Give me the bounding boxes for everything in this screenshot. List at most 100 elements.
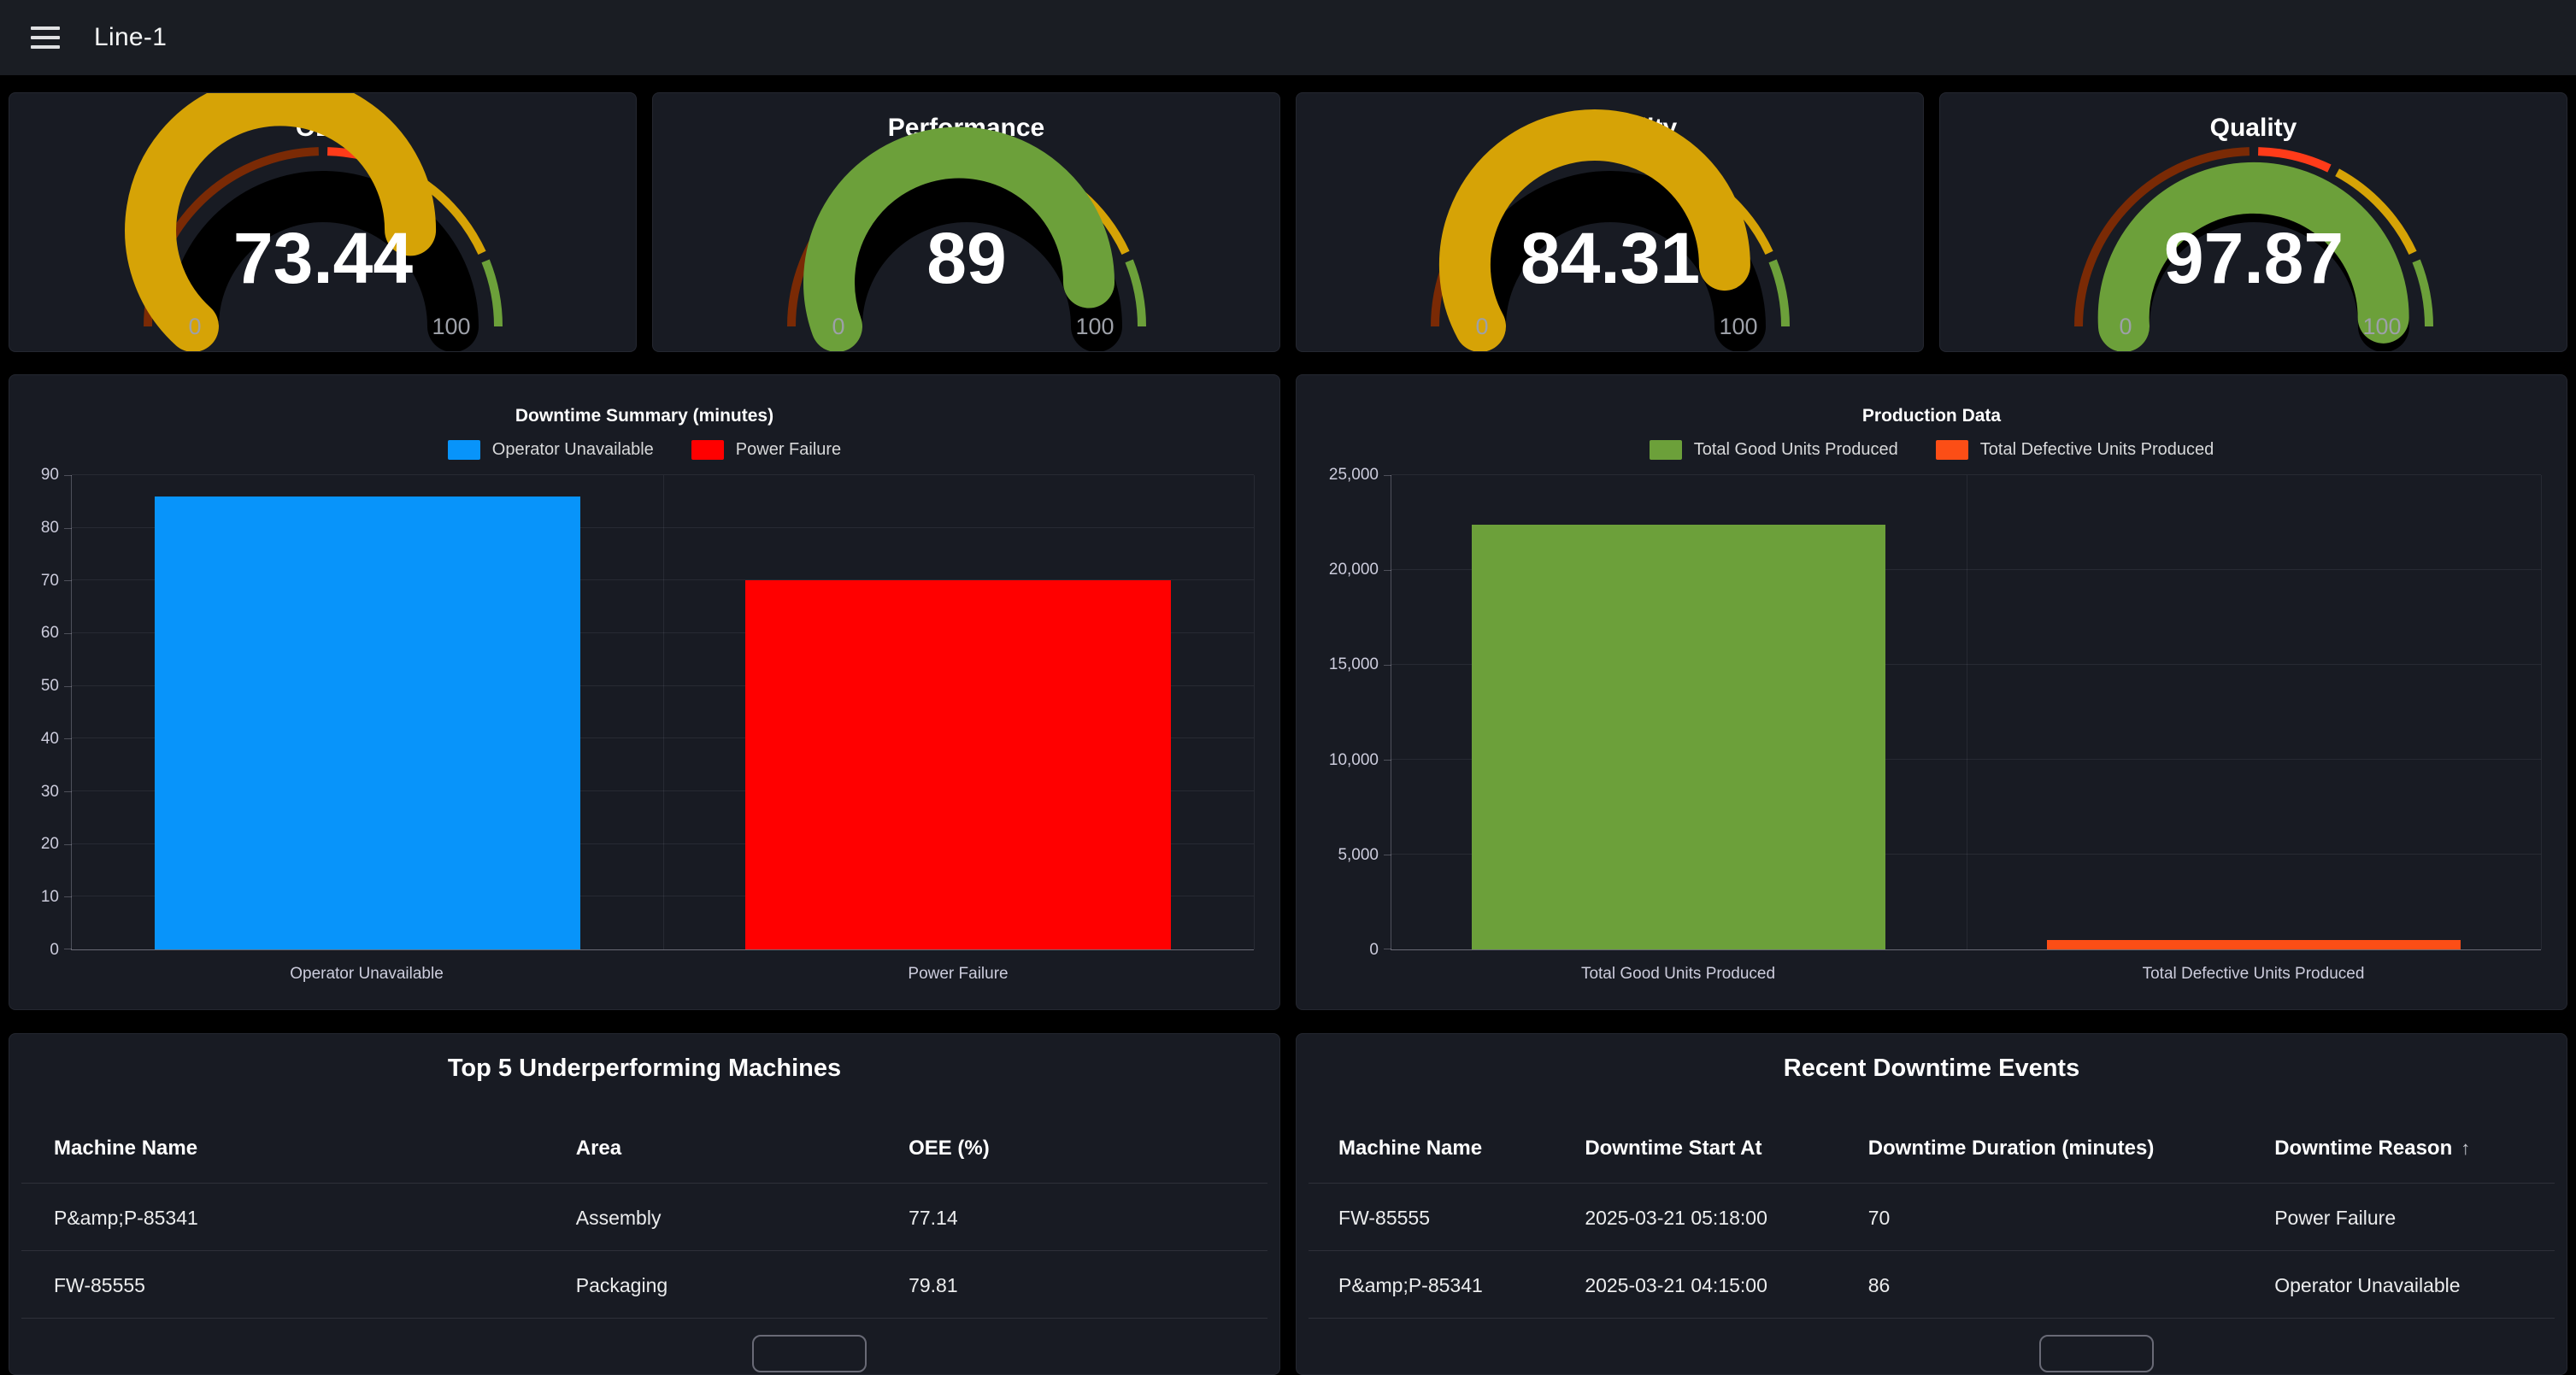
table-cell: FW-85555 xyxy=(1338,1207,1430,1229)
y-tick-label: 60 xyxy=(40,624,59,643)
legend-item-defective-units[interactable]: Total Defective Units Produced xyxy=(1935,440,2214,460)
y-tick-label: 90 xyxy=(40,466,59,484)
column-header-downtime-start-at[interactable]: Downtime Start At xyxy=(1585,1137,1762,1160)
table-cell: Assembly xyxy=(575,1207,662,1229)
gauge-value-text: 89 xyxy=(926,218,1006,298)
legend-label: Total Defective Units Produced xyxy=(1979,440,2214,459)
gauge-threshold-segment xyxy=(480,259,503,327)
y-gridline xyxy=(1391,664,2541,665)
y-tick xyxy=(1384,475,1391,476)
x-category-label: Power Failure xyxy=(908,965,1009,983)
y-tick xyxy=(64,738,72,740)
column-header-machine-name[interactable]: Machine Name xyxy=(1338,1137,1483,1160)
y-tick-label: 15,000 xyxy=(1328,655,1379,674)
column-header-oee-[interactable]: OEE (%) xyxy=(909,1137,990,1160)
y-tick xyxy=(64,580,72,582)
table-row: Top 5 Underperforming Machines Machine N… xyxy=(9,1033,2567,1375)
column-header-downtime-duration-minutes-[interactable]: Downtime Duration (minutes) xyxy=(1867,1137,2155,1160)
gauge-value-arc xyxy=(1438,109,1750,351)
bar-operator-unavailable[interactable] xyxy=(154,496,580,949)
pagination-button[interactable] xyxy=(752,1335,867,1372)
table-cell: P&amp;P-85341 xyxy=(1338,1274,1483,1296)
pagination-button[interactable] xyxy=(2039,1335,2155,1372)
legend-swatch-blue xyxy=(447,440,480,460)
dashboard-title: Line-1 xyxy=(94,23,168,51)
table-cell: 2025-03-21 05:18:00 xyxy=(1585,1207,1767,1229)
x-gridline xyxy=(662,475,664,949)
gauge-min-label: 0 xyxy=(832,314,844,339)
y-tick-label: 20,000 xyxy=(1328,561,1379,579)
gauge-threshold-segment xyxy=(2334,168,2417,255)
x-gridline xyxy=(1254,475,1255,949)
plot-area xyxy=(1384,474,2542,950)
gauge-arc: 73.44 0 100 xyxy=(124,93,503,351)
y-tick-label: 10 xyxy=(40,888,59,907)
y-tick xyxy=(64,633,72,635)
x-axis-labels: Operator Unavailable Power Failure xyxy=(71,965,1254,985)
legend-label: Operator Unavailable xyxy=(491,440,654,459)
bar-total-defective-units-produced[interactable] xyxy=(2046,939,2461,949)
y-axis-labels: 0 5,000 10,000 15,000 20,000 25,000 xyxy=(1297,466,1391,959)
legend-swatch-green xyxy=(1649,440,1682,460)
gauge-threshold-segment xyxy=(2411,259,2433,327)
y-tick xyxy=(1384,570,1391,571)
gauge-max-label: 100 xyxy=(1719,314,1757,339)
row-divider xyxy=(21,1318,1267,1319)
table-title: Recent Downtime Events xyxy=(1783,1055,2080,1082)
gauge-title: Quality xyxy=(2209,114,2297,142)
menu-icon[interactable] xyxy=(31,26,60,49)
gauge-value-text: 97.87 xyxy=(2163,218,2343,298)
table-cell: 79.81 xyxy=(909,1274,958,1296)
gauge-threshold-segment xyxy=(2257,147,2332,173)
gauge-threshold-segment xyxy=(1124,259,1146,327)
row-divider xyxy=(1309,1250,2555,1251)
legend-item-power-failure[interactable]: Power Failure xyxy=(691,440,841,460)
recent-downtime-events-table-panel: Recent Downtime Events Machine Name Downt… xyxy=(1296,1033,2567,1375)
gauge-arc: 84.31 0 100 xyxy=(1430,109,1790,351)
top-navbar: Line-1 xyxy=(0,0,2576,75)
y-tick-label: 0 xyxy=(1369,941,1379,959)
y-tick-label: 40 xyxy=(40,729,59,748)
y-gridline xyxy=(72,526,1254,528)
gauge-value-arc xyxy=(803,126,1115,351)
y-tick xyxy=(64,527,72,529)
y-tick-label: 5,000 xyxy=(1338,845,1379,864)
legend-label: Power Failure xyxy=(735,440,842,459)
legend-item-good-units[interactable]: Total Good Units Produced xyxy=(1649,440,1898,460)
production-data-chart-panel: Production Data Total Good Units Produce… xyxy=(1296,374,2567,1010)
table-cell: 77.14 xyxy=(909,1207,958,1229)
y-tick-label: 50 xyxy=(40,677,59,696)
sort-ascending-icon: ↑ xyxy=(2461,1137,2471,1159)
column-header-area[interactable]: Area xyxy=(575,1137,622,1160)
column-header-downtime-reason[interactable]: Downtime Reason ↑ xyxy=(2274,1137,2471,1160)
legend-label: Total Good Units Produced xyxy=(1693,440,1898,459)
chart-legend: Operator Unavailable Power Failure xyxy=(9,440,1279,460)
gauge-threshold-segment xyxy=(2073,147,2250,327)
gauge-panel-availability: Availability 84.31 0 100 xyxy=(1296,92,1924,352)
y-tick xyxy=(1384,665,1391,666)
y-tick-label: 0 xyxy=(50,941,59,959)
table-cell: 86 xyxy=(1867,1274,1891,1296)
bar-power-failure[interactable] xyxy=(745,580,1172,949)
row-divider xyxy=(1309,1183,2555,1184)
y-gridline xyxy=(1391,854,2541,855)
legend-swatch-red xyxy=(691,440,724,460)
bar-total-good-units-produced[interactable] xyxy=(1472,524,1886,949)
chart-legend: Total Good Units Produced Total Defectiv… xyxy=(1297,440,2567,460)
plot-area xyxy=(64,474,1255,950)
y-tick-label: 25,000 xyxy=(1328,466,1379,484)
table-cell: Operator Unavailable xyxy=(2274,1274,2461,1296)
y-tick xyxy=(64,896,72,898)
table-cell: FW-85555 xyxy=(54,1274,145,1296)
row-divider xyxy=(21,1250,1267,1251)
gauge-panel-quality: Quality 97.87 0 100 xyxy=(1939,92,2567,352)
gauge-track xyxy=(167,171,479,351)
downtime-summary-chart-panel: Downtime Summary (minutes) Operator Unav… xyxy=(9,374,1280,1010)
x-category-label: Total Good Units Produced xyxy=(1580,965,1776,983)
gauge-row: OEE 73.44 0 100 Performance 89 0 100 Availab… xyxy=(9,92,2567,352)
x-gridline xyxy=(2541,475,2542,949)
y-gridline xyxy=(72,685,1254,686)
column-header-machine-name[interactable]: Machine Name xyxy=(54,1137,198,1160)
legend-item-operator-unavailable[interactable]: Operator Unavailable xyxy=(447,440,654,460)
gauge-max-label: 100 xyxy=(2362,314,2401,339)
